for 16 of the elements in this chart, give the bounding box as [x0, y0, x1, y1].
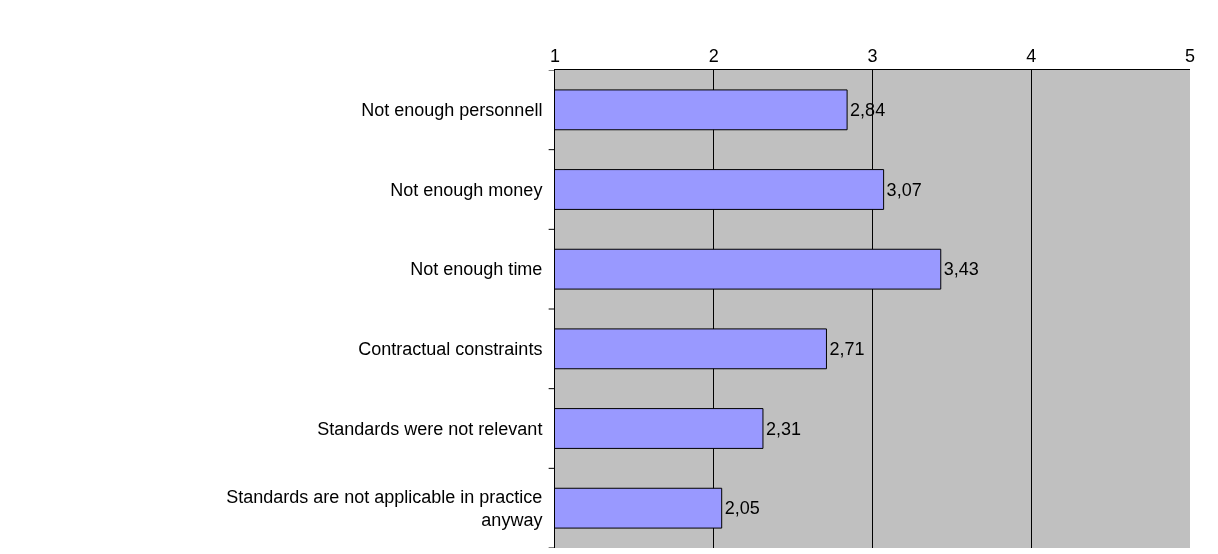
y-tick-label: Not enough time	[410, 259, 543, 280]
y-tick-label: Standards were not relevant	[317, 418, 543, 439]
x-tick-label: 5	[1184, 45, 1196, 66]
x-tick-label: 1	[549, 45, 561, 66]
x-tick-label: 4	[1026, 45, 1037, 66]
y-tick-label: Standards are not applicable in practice anyway	[226, 486, 543, 531]
data-label: 3,43	[943, 259, 979, 280]
data-label: 2,05	[724, 498, 760, 519]
data-label: 2,31	[765, 418, 802, 439]
x-tick-label: 2	[708, 45, 719, 66]
data-label: 2,71	[829, 338, 865, 359]
y-tick-label: Not enough personnell	[361, 100, 543, 121]
data-label: 3,07	[886, 179, 922, 200]
y-tick-label: Contractual constraints	[358, 339, 543, 360]
y-tick-label: Not enough money	[390, 179, 543, 200]
x-tick-label: 3	[867, 45, 878, 66]
